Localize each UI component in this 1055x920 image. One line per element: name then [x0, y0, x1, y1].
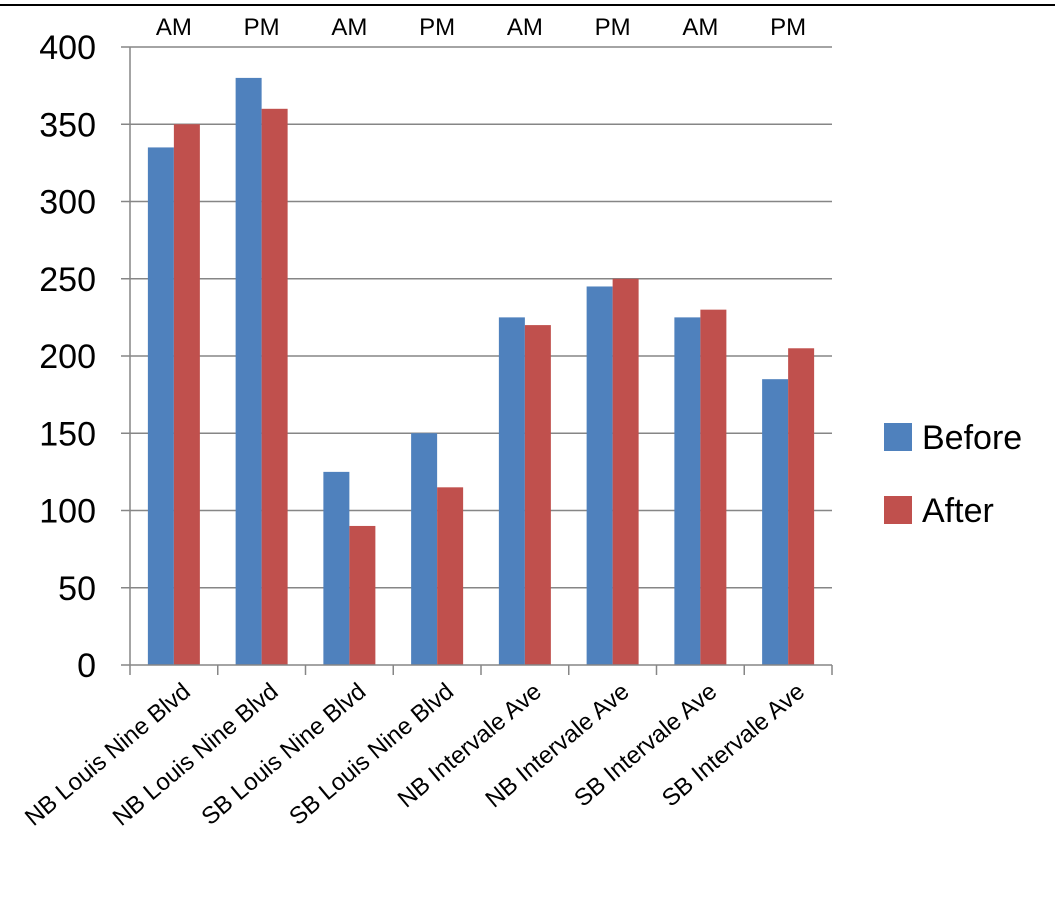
y-tick-label: 150	[39, 415, 96, 453]
y-tick-label: 400	[39, 29, 96, 67]
bar-before	[586, 286, 613, 665]
bar-after	[261, 108, 288, 666]
legend: Before After	[884, 419, 1022, 530]
bar-after	[173, 124, 200, 665]
bar-before	[147, 147, 174, 666]
y-tick-label: 50	[58, 570, 96, 608]
bar-after	[349, 525, 376, 665]
period-label: AM	[682, 14, 718, 41]
period-label: AM	[507, 14, 543, 41]
gridlines	[130, 46, 832, 589]
category-label: SB Louis Nine Blvd	[196, 678, 371, 831]
legend-label-before: Before	[922, 419, 1022, 457]
y-tick-label: 200	[39, 338, 96, 376]
category-label: NB Intervale Ave	[393, 678, 547, 813]
top-border-line	[0, 4, 1055, 6]
period-label: AM	[331, 14, 367, 41]
period-label: PM	[419, 14, 455, 41]
bar-after	[700, 309, 727, 665]
bar-before	[674, 317, 701, 665]
period-label: PM	[244, 14, 280, 41]
bar-after	[788, 348, 815, 665]
y-tick-label: 250	[39, 261, 96, 299]
bar-after	[524, 325, 551, 665]
period-label: PM	[770, 14, 806, 41]
bar-before	[411, 433, 438, 665]
category-label: NB Louis Nine Blvd	[20, 678, 196, 832]
y-tick-label: 100	[39, 493, 96, 531]
bar-before	[762, 379, 789, 665]
period-label: PM	[595, 14, 631, 41]
bar-before	[498, 317, 525, 665]
legend-swatch-before	[884, 423, 912, 451]
category-label: NB Louis Nine Blvd	[108, 678, 284, 832]
axes	[121, 46, 833, 675]
legend-swatch-after	[884, 496, 912, 524]
y-tick-label: 350	[39, 106, 96, 144]
bar-after	[612, 278, 639, 665]
period-label: AM	[156, 14, 192, 41]
legend-label-after: After	[922, 492, 994, 530]
bar-before	[323, 471, 350, 665]
category-label: SB Louis Nine Blvd	[284, 678, 459, 831]
y-tick-label: 0	[77, 647, 96, 685]
bar-after	[437, 487, 464, 665]
y-tick-label: 300	[39, 184, 96, 222]
bar-before	[235, 77, 262, 665]
bars	[147, 77, 815, 666]
category-label: NB Intervale Ave	[481, 678, 635, 813]
